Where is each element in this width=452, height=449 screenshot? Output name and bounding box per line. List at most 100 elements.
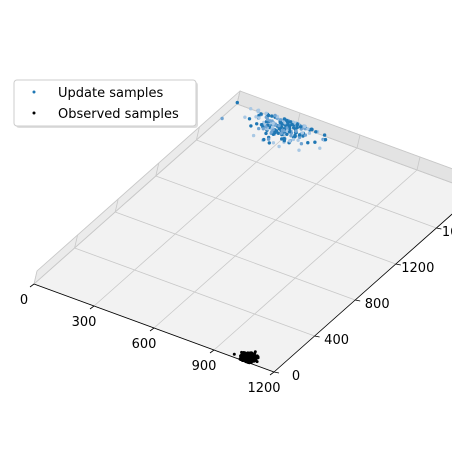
data-point: [257, 126, 261, 131]
data-point: [299, 142, 304, 146]
data-point: [271, 141, 276, 145]
data-point: [267, 141, 271, 145]
data-point: [248, 357, 252, 361]
x-tick-mark: [29, 283, 35, 288]
data-point: [288, 139, 292, 143]
data-point: [270, 130, 274, 134]
data-point: [255, 122, 259, 126]
grid-line-x-wall: [356, 134, 361, 149]
grid-line-z: [36, 90, 241, 272]
data-point: [271, 125, 275, 129]
data-point: [266, 137, 271, 141]
grid-line-y-wall: [33, 270, 38, 285]
y-tick-mark: [395, 263, 401, 266]
data-point: [259, 112, 263, 116]
data-point: [322, 133, 327, 137]
data-point: [297, 135, 302, 140]
x-tick-mark: [209, 349, 215, 354]
data-point: [277, 144, 281, 149]
y-tick-label: 1600: [442, 225, 452, 240]
grid-line-x: [213, 169, 418, 351]
data-point: [242, 353, 246, 357]
legend-box: [13, 79, 197, 127]
data-point: [288, 120, 293, 124]
data-point: [256, 110, 260, 114]
y-tick-label: 0: [292, 369, 300, 384]
data-point: [292, 126, 296, 130]
grid-line-y-wall: [114, 198, 119, 213]
y-tick-label: 1200: [401, 261, 434, 276]
pane-floor: [33, 103, 452, 373]
grid-line-y-wall: [196, 126, 200, 141]
data-point: [220, 116, 224, 121]
data-point: [273, 113, 277, 118]
data-point: [313, 140, 317, 144]
x-tick-label: 300: [72, 315, 97, 330]
data-point: [295, 122, 300, 127]
data-point: [314, 130, 318, 134]
x-tick-mark: [149, 327, 155, 332]
data-point: [287, 130, 292, 134]
data-point: [232, 352, 236, 356]
data-point: [277, 123, 281, 128]
data-point: [253, 350, 257, 354]
x-tick-mark: [269, 371, 275, 376]
y-axis-ticks: 0400800120016002000: [273, 225, 452, 384]
data-point: [271, 121, 275, 126]
y-tick-label: 400: [324, 333, 349, 348]
data-point: [307, 131, 312, 135]
data-point: [254, 115, 258, 119]
grid-line-y-wall: [74, 234, 78, 249]
data-point: [266, 113, 271, 118]
data-point: [291, 137, 296, 142]
data-point: [235, 100, 239, 105]
data-point: [240, 350, 244, 354]
data-point: [251, 133, 256, 138]
legend: Update samples Observed samples: [13, 79, 198, 128]
data-point: [282, 137, 286, 141]
data-point: [257, 116, 261, 120]
data-point: [283, 121, 287, 125]
data-point: [279, 118, 283, 122]
data-point: [264, 131, 268, 136]
data-point: [260, 123, 264, 127]
data-point: [288, 124, 292, 129]
grid-line-x: [153, 147, 358, 329]
data-point: [249, 124, 253, 128]
y-tick-mark: [314, 335, 320, 338]
data-point: [262, 137, 266, 142]
grid-line-x: [93, 125, 298, 307]
data-point: [285, 132, 289, 136]
data-point: [298, 125, 303, 129]
y-tick-mark: [273, 371, 280, 374]
data-point: [294, 129, 298, 133]
data-point: [241, 357, 245, 361]
x-tick-label: 600: [132, 337, 157, 352]
data-point: [293, 134, 297, 138]
legend-marker-observed-samples: [32, 111, 36, 115]
data-point: [278, 121, 283, 125]
series-update-samples: [220, 100, 328, 152]
legend-item-update-samples: Update samples: [32, 86, 163, 101]
data-point: [279, 131, 283, 135]
data-point: [284, 118, 289, 123]
grid-line-y: [196, 139, 437, 229]
data-point: [318, 146, 322, 150]
grid-line-z-wall: [239, 90, 452, 170]
data-point: [248, 354, 252, 358]
data-point: [300, 131, 305, 135]
data-point: [239, 356, 243, 360]
data-point: [261, 127, 265, 131]
legend-item-observed-samples: Observed samples: [32, 107, 179, 122]
data-point: [245, 359, 249, 363]
data-point: [243, 115, 247, 119]
data-point: [273, 131, 277, 135]
legend-label-update-samples: Update samples: [58, 86, 163, 101]
x-tick-label: 1200: [247, 381, 280, 396]
x-tick-label: 0: [20, 293, 28, 308]
legend-marker-update-samples: [32, 90, 36, 94]
data-point: [249, 107, 253, 111]
data-point: [306, 127, 310, 131]
y-tick-label: 800: [365, 297, 390, 312]
